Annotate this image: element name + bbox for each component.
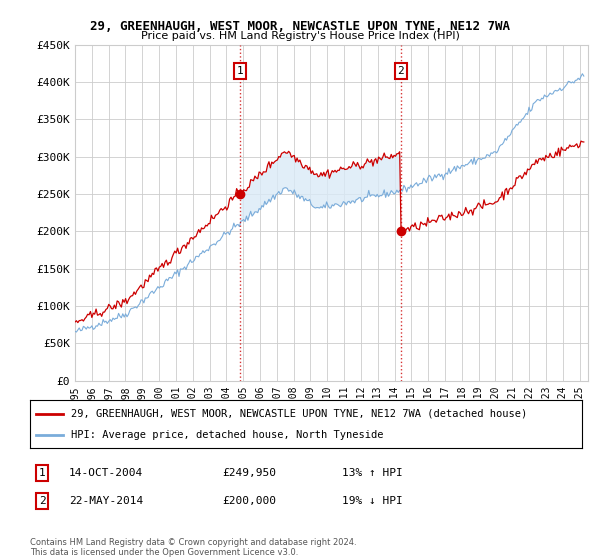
Text: 1: 1 [236, 66, 243, 76]
Text: 1: 1 [38, 468, 46, 478]
Text: 2: 2 [38, 496, 46, 506]
Text: 22-MAY-2014: 22-MAY-2014 [69, 496, 143, 506]
Text: 14-OCT-2004: 14-OCT-2004 [69, 468, 143, 478]
Text: 19% ↓ HPI: 19% ↓ HPI [342, 496, 403, 506]
Text: £200,000: £200,000 [222, 496, 276, 506]
Text: HPI: Average price, detached house, North Tyneside: HPI: Average price, detached house, Nort… [71, 430, 384, 440]
Text: Price paid vs. HM Land Registry's House Price Index (HPI): Price paid vs. HM Land Registry's House … [140, 31, 460, 41]
Text: Contains HM Land Registry data © Crown copyright and database right 2024.
This d: Contains HM Land Registry data © Crown c… [30, 538, 356, 557]
Text: 2: 2 [398, 66, 404, 76]
Text: 13% ↑ HPI: 13% ↑ HPI [342, 468, 403, 478]
Text: £249,950: £249,950 [222, 468, 276, 478]
Text: 29, GREENHAUGH, WEST MOOR, NEWCASTLE UPON TYNE, NE12 7WA: 29, GREENHAUGH, WEST MOOR, NEWCASTLE UPO… [90, 20, 510, 32]
Text: 29, GREENHAUGH, WEST MOOR, NEWCASTLE UPON TYNE, NE12 7WA (detached house): 29, GREENHAUGH, WEST MOOR, NEWCASTLE UPO… [71, 409, 527, 419]
